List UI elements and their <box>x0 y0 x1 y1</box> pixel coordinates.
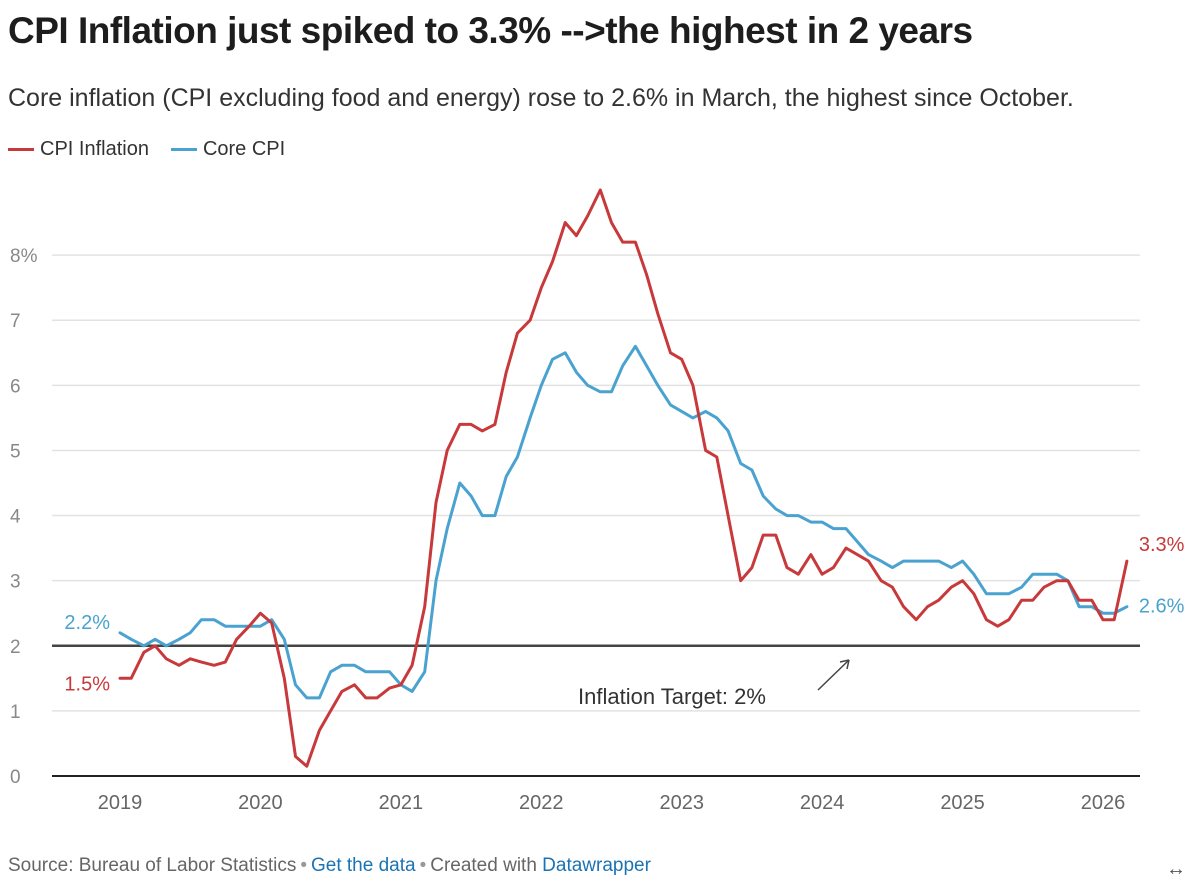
legend-item-core: Core CPI <box>170 138 286 161</box>
legend-label-core: Core CPI <box>202 138 286 160</box>
data-label: 2.6% <box>1139 596 1185 618</box>
legend-label-cpi: CPI Inflation <box>40 138 149 160</box>
x-axis-ticks: 2019 2020 2021 2022 2023 2024 2025 2026 <box>98 792 1126 814</box>
x-tick-label: 2026 <box>1081 792 1126 814</box>
legend-item-cpi: CPI Inflation <box>8 138 149 161</box>
y-tick-label: 6 <box>10 376 21 397</box>
footer-separator: • <box>419 855 427 876</box>
expand-icon[interactable]: ↔ <box>1166 858 1186 880</box>
chart-footer: Source: Bureau of Labor Statistics • Get t… <box>8 855 651 877</box>
y-tick-label: 4 <box>10 507 21 528</box>
get-data-link[interactable]: Get the data <box>310 855 416 876</box>
data-label: 1.5% <box>64 673 110 695</box>
target-label: Inflation Target: 2% <box>578 684 766 709</box>
legend-swatch-cpi <box>8 148 34 151</box>
end-labels: 2.2% 1.5% 3.3% 2.6% <box>64 534 1184 695</box>
x-tick-label: 2024 <box>800 792 845 814</box>
y-tick-label: 0 <box>10 767 21 788</box>
source-text: Source: Bureau of Labor Statistics <box>8 855 297 876</box>
core-cpi-line <box>118 344 1129 700</box>
x-tick-label: 2019 <box>98 792 143 814</box>
x-tick-label: 2021 <box>379 792 424 814</box>
grid-lines <box>52 254 1140 777</box>
chart-legend: CPI Inflation Core CPI <box>8 138 285 161</box>
legend-swatch-core <box>170 148 197 151</box>
chart-title: CPI Inflation just spiked to 3.3% -->the… <box>8 10 973 51</box>
created-with-text: Created with <box>430 855 537 876</box>
y-tick-label: 5 <box>10 441 21 462</box>
series-lines <box>118 188 1129 768</box>
chart-subtitle: Core inflation (CPI excluding food and e… <box>8 84 1074 112</box>
target-reference: Inflation Target: 2% <box>52 644 1140 709</box>
target-arrow-icon <box>817 659 850 691</box>
datawrapper-link[interactable]: Datawrapper <box>542 855 651 876</box>
x-tick-label: 2023 <box>659 792 704 814</box>
y-tick-label: 8% <box>10 246 38 267</box>
y-tick-label: 7 <box>10 311 21 332</box>
data-label: 2.2% <box>64 612 110 634</box>
x-tick-label: 2022 <box>519 792 564 814</box>
data-label: 3.3% <box>1139 534 1185 556</box>
x-tick-label: 2020 <box>238 792 283 814</box>
y-tick-label: 2 <box>10 637 21 658</box>
arrowhead-icon <box>839 659 850 670</box>
y-tick-label: 1 <box>10 702 21 723</box>
cpi-inflation-line <box>118 188 1129 768</box>
footer-separator: • <box>300 855 307 876</box>
y-axis-ticks: 0 1 2 3 4 5 6 7 8% <box>10 246 38 788</box>
y-tick-label: 3 <box>10 572 21 593</box>
x-tick-label: 2025 <box>940 792 985 814</box>
